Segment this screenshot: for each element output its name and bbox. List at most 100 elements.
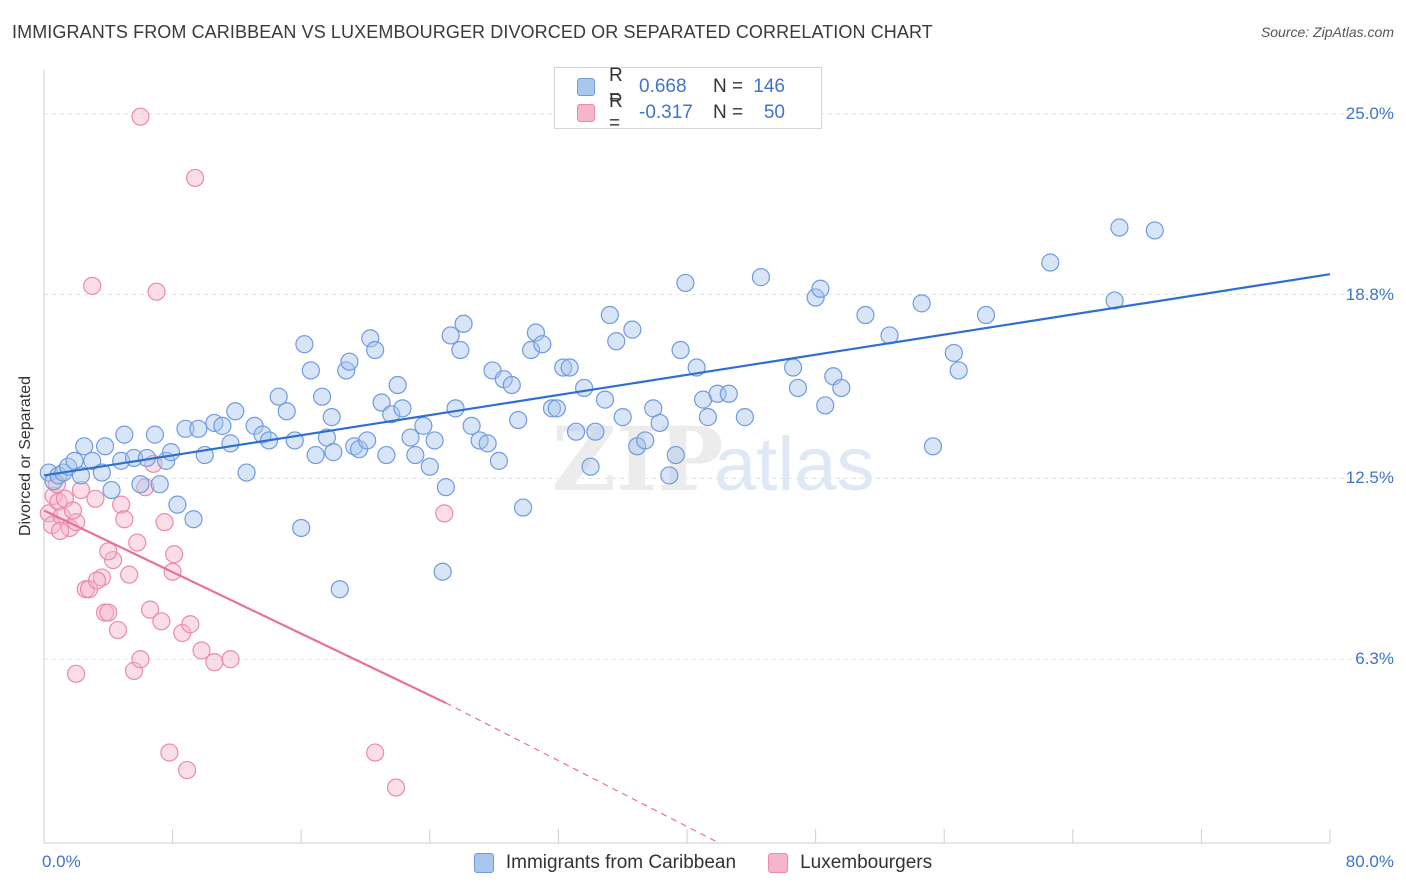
data-point [513,498,533,517]
data-point [221,434,240,453]
data-point [277,402,296,421]
data-point [324,443,343,462]
data-point [192,641,211,660]
data-point [189,419,208,438]
legend-n-value: 50 [763,102,785,123]
data-point [161,443,181,462]
data-point [75,437,94,456]
data-point [186,168,205,188]
data-point [301,361,320,380]
data-point [1145,221,1164,240]
data-point [372,393,391,412]
data-point [213,416,232,435]
data-point [976,305,996,325]
watermark-atlas: atlas [714,422,875,507]
data-point [83,451,102,470]
data-point [406,445,425,465]
data-point [388,375,407,395]
data-point [340,352,359,371]
legend-row-caribbean: R = 0.668 N = 146 [577,65,785,108]
legend-item-luxembourgers: Luxembourgers [768,852,932,874]
data-point [636,431,655,450]
data-point [295,335,314,354]
data-point [131,650,150,669]
data-point [366,743,385,762]
data-point [382,405,401,424]
data-point [660,466,679,485]
data-point [83,276,102,295]
data-point [366,340,385,360]
x-tick-min: 0.0% [42,852,81,871]
data-point [441,326,460,345]
y-tick-label: 25.0% [1345,103,1394,123]
data-point [104,550,123,570]
data-point [115,425,134,444]
data-point [671,340,690,360]
data-point [698,408,717,427]
trend-line-luxembourgers-extension [445,702,720,844]
data-point [226,402,245,421]
data-point [92,568,111,587]
data-point [330,580,349,599]
data-point [547,399,566,418]
data-point [115,510,134,529]
watermark-zip: ZIP [552,407,724,511]
data-point [99,542,118,561]
legend-item-caribbean: Immigrants from Caribbean [473,852,737,874]
legend-swatch-pink [577,104,595,122]
data-point [152,612,171,631]
data-point [586,422,605,441]
data-point [811,279,830,298]
data-point [150,475,169,494]
data-point [420,457,439,476]
legend-r-label: R = [609,91,623,134]
y-tick-label: 6.3% [1355,649,1394,669]
data-point [650,413,669,433]
data-point [542,399,562,418]
data-point [783,358,803,377]
data-point [168,495,187,514]
data-point [160,743,179,762]
data-point [735,408,754,427]
legend-swatch-blue [577,78,595,96]
data-point [92,463,111,482]
data-point [533,335,552,354]
data-point [856,305,875,325]
data-point [435,504,454,523]
data-point [128,533,147,552]
data-point [623,320,642,339]
data-point [63,501,83,520]
data-point [1041,253,1060,272]
data-point [595,390,615,409]
data-point [1110,218,1129,237]
x-tick-max: 80.0% [1345,852,1394,871]
y-tick-label: 12.5% [1345,468,1394,488]
data-point [165,545,184,564]
data-point [237,463,256,482]
data-point [751,268,771,287]
data-point [944,343,963,363]
legend-r-value: 0.668 [639,76,687,97]
data-point [140,600,160,619]
legend-r-label: R = [609,65,623,108]
data-point [102,480,121,500]
data-point [358,431,377,450]
data-point [526,323,545,342]
stats-legend: R = 0.668 N = 146 R = -0.317 N = 50 [554,65,822,134]
data-point [719,384,738,403]
data-point [454,314,473,333]
legend-label-caribbean: Immigrants from Caribbean [505,852,737,873]
gridlines [44,113,1380,660]
legend-row-luxembourgers: R = -0.317 N = 50 [577,91,785,134]
data-point [806,288,825,307]
data-point [306,445,325,465]
data-point [205,653,224,672]
series-caribbean [39,218,1164,599]
data-point [560,358,579,377]
data-point [221,650,240,669]
trend-line-caribbean [43,273,1331,477]
data-point [44,486,63,505]
data-point [136,478,155,497]
y-axis-label: Divorced or Separated [17,375,34,537]
